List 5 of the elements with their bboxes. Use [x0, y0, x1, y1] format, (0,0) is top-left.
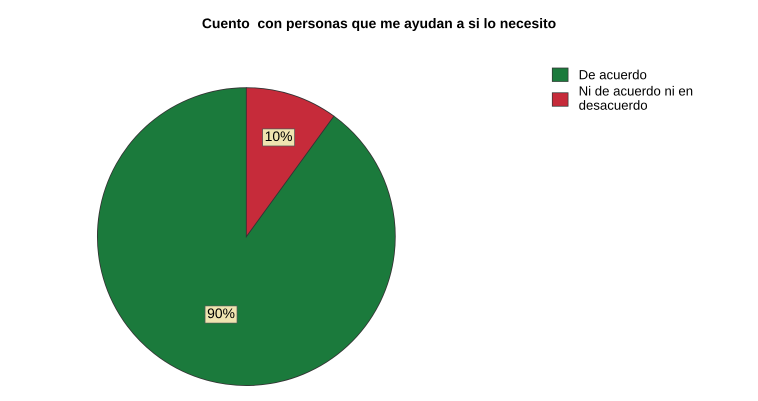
- legend-label: Ni de acuerdo ni en desacuerdo: [579, 86, 692, 110]
- data-label: 90%: [208, 308, 234, 318]
- data-label: 10%: [266, 131, 292, 142]
- legend-label: De acuerdo: [580, 70, 646, 80]
- chart-title: Cuento con personas que me ayudan a si lo necesito: [202, 18, 556, 31]
